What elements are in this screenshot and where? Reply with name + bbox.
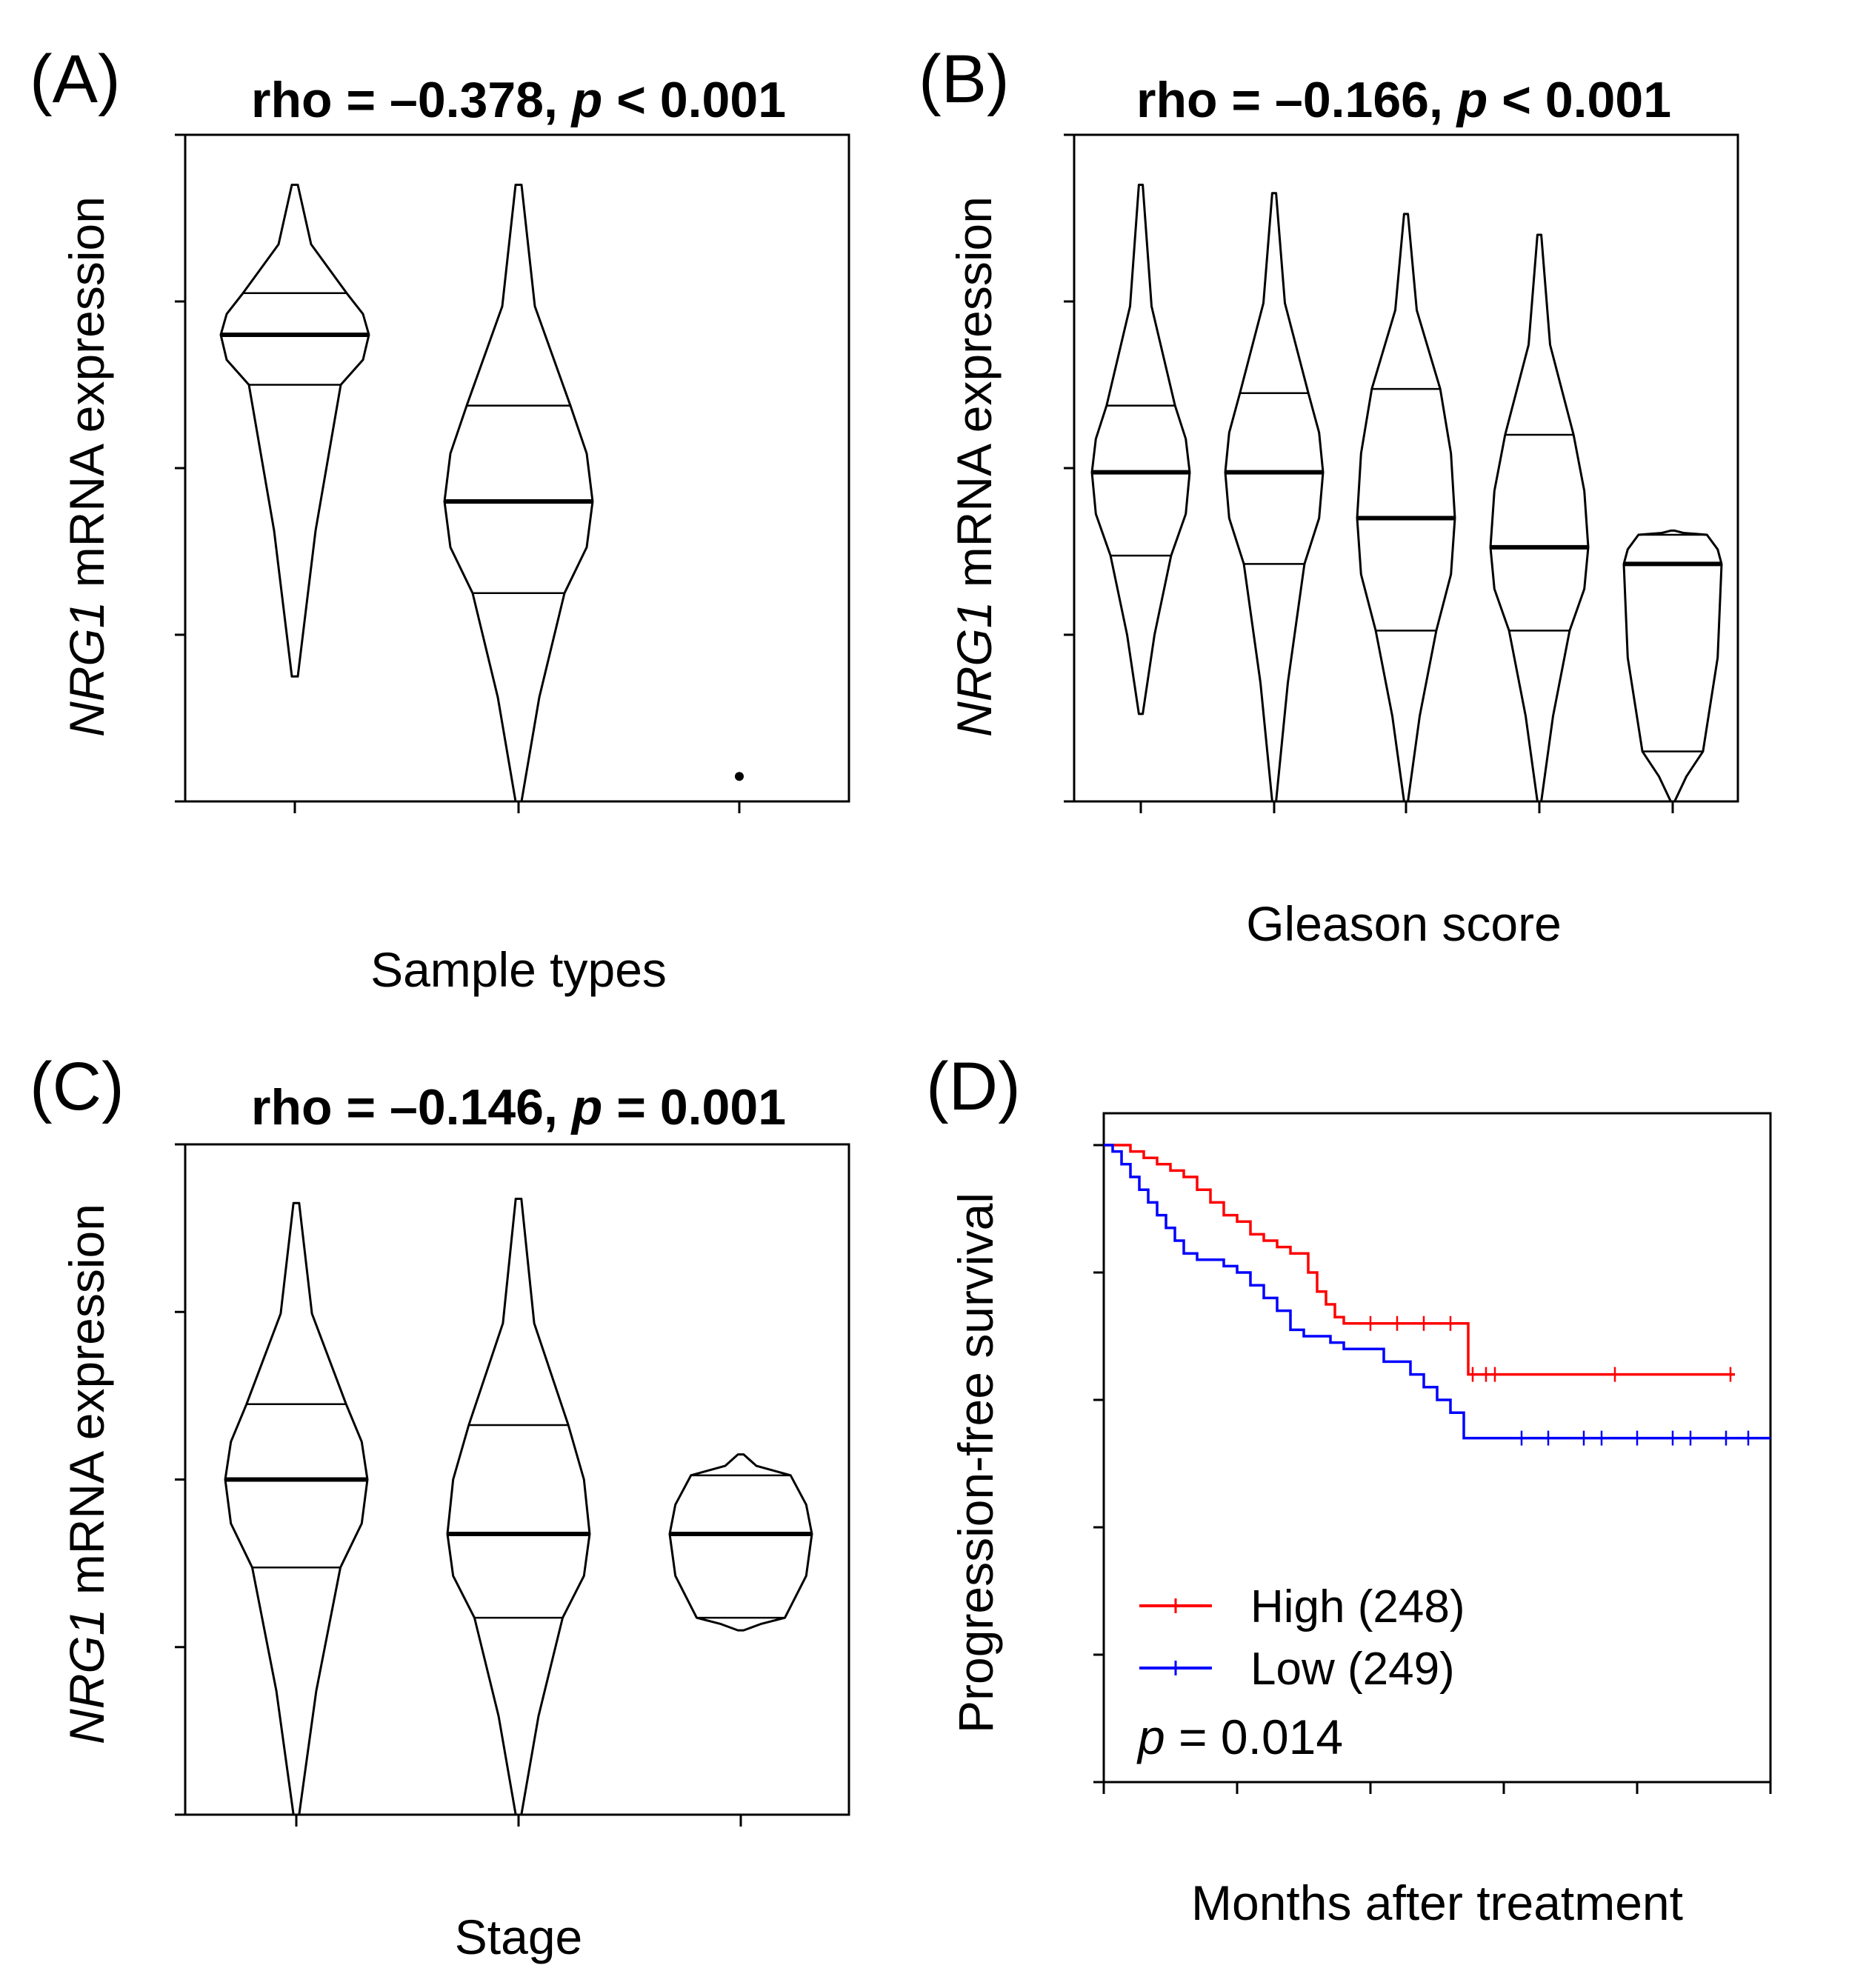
km-curve-high xyxy=(1104,1144,1735,1376)
panel-c-title: rho = –0.146, p = 0.001 xyxy=(251,1079,786,1135)
panel-c-violins xyxy=(224,1198,813,1816)
legend-high-label: High (248) xyxy=(1250,1581,1465,1632)
panel-b-title: rho = –0.166, p < 0.001 xyxy=(1136,72,1671,128)
panel-b-x-title: Gleason score xyxy=(1246,896,1562,951)
panel-a-title: rho = –0.378, p < 0.001 xyxy=(251,72,786,128)
panel-d-x-axis xyxy=(1102,1782,1772,1794)
panel-d-legend: High (248) Low (249) xyxy=(1139,1581,1465,1695)
violin-outline xyxy=(1622,529,1723,803)
panel-c-y-axis xyxy=(175,1143,185,1816)
panel-b-plot-frame xyxy=(1073,133,1739,803)
panel-d-y-axis xyxy=(1093,1144,1104,1784)
panel-d: (D) Progression-free survival High (248)… xyxy=(926,1049,1772,1930)
violin-outline xyxy=(224,1201,369,1816)
panel-b-x-axis xyxy=(1139,801,1674,813)
panel-b-y-title: NRG1 mRNA expression xyxy=(947,196,1002,737)
panel-c-x-title: Stage xyxy=(455,1909,582,1964)
panel-d-plot-frame xyxy=(1102,1112,1772,1784)
violin-outline xyxy=(1356,213,1456,803)
violin-outline xyxy=(1489,233,1590,803)
violin-outline xyxy=(443,184,594,803)
violin-outline xyxy=(1090,184,1191,716)
panel-a-violins xyxy=(219,184,744,803)
panel-a-y-title: NRG1 mRNA expression xyxy=(59,196,114,737)
panel-a-label: (A) xyxy=(30,41,121,117)
panel-d-x-title: Months after treatment xyxy=(1191,1875,1683,1930)
legend-low-label: Low (249) xyxy=(1250,1644,1455,1695)
panel-a-y-axis xyxy=(175,133,185,803)
panel-d-label: (D) xyxy=(926,1049,1021,1124)
panel-d-p-value: p = 0.014 xyxy=(1136,1710,1343,1764)
panel-c-x-axis xyxy=(295,1815,742,1827)
panel-c: (C) rho = –0.146, p = 0.001 NRG1 mRNA ex… xyxy=(30,1049,850,1964)
km-curve-low xyxy=(1104,1144,1770,1440)
panel-b-y-axis xyxy=(1064,133,1074,803)
violin-outline xyxy=(668,1453,813,1632)
violin-point xyxy=(735,772,744,781)
violin-outline xyxy=(219,184,370,678)
panel-b-label: (B) xyxy=(919,41,1010,117)
violin-outline xyxy=(1224,192,1325,803)
panel-b-violins xyxy=(1090,184,1723,803)
panel-a-x-axis xyxy=(293,801,741,813)
panel-d-curves xyxy=(1104,1144,1770,1446)
panel-d-y-title: Progression-free survival xyxy=(948,1193,1003,1733)
panel-a: (A) rho = –0.378, p < 0.001 NRG1 mRNA ex… xyxy=(30,41,850,997)
panel-a-plot-frame xyxy=(184,133,850,803)
panel-c-y-title: NRG1 mRNA expression xyxy=(59,1204,114,1744)
panel-b: (B) rho = –0.166, p < 0.001 NRG1 mRNA ex… xyxy=(919,41,1739,951)
panel-a-x-title: Sample types xyxy=(370,942,667,997)
panel-c-label: (C) xyxy=(30,1049,124,1124)
violin-outline xyxy=(446,1198,591,1816)
